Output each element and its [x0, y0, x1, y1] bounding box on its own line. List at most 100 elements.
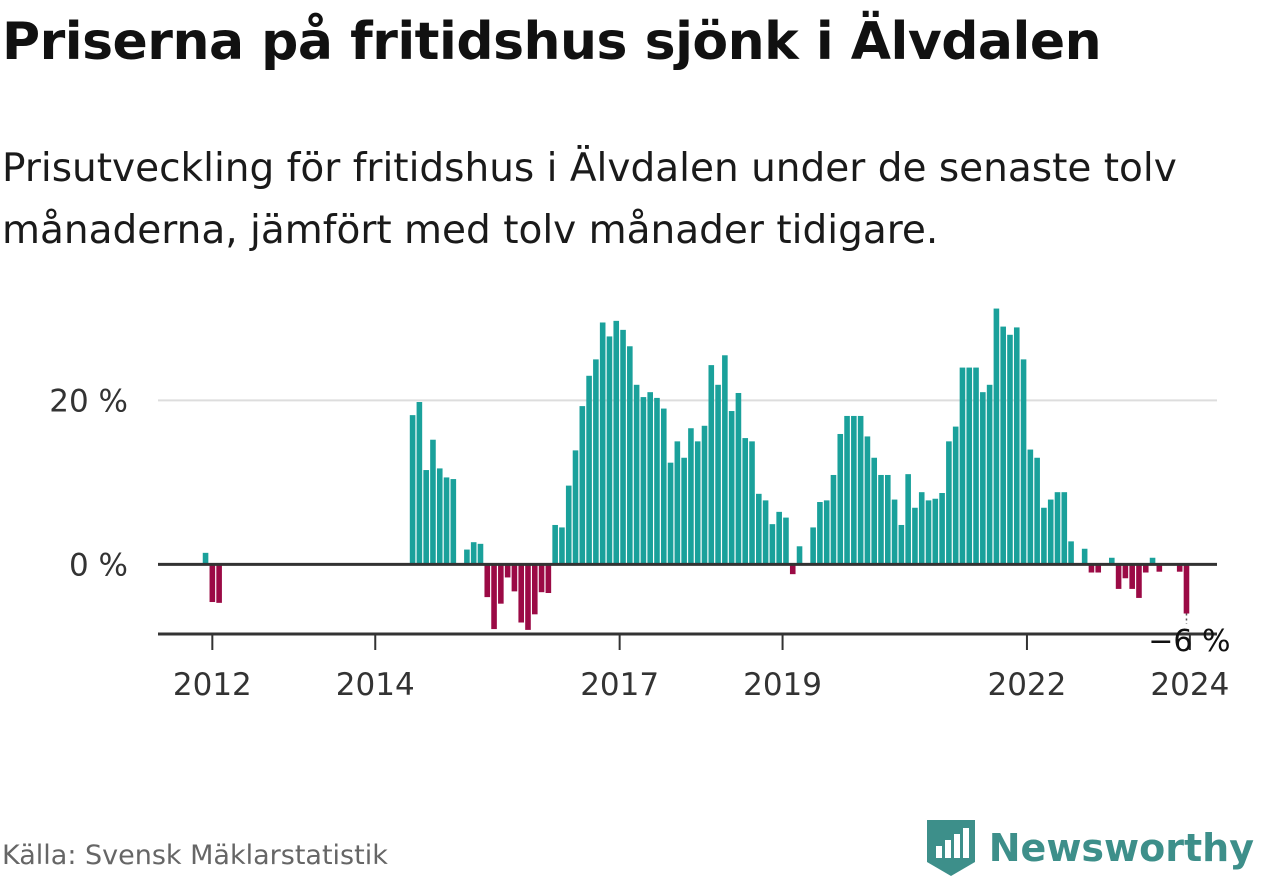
source-note: Källa: Svensk Mäklarstatistik	[2, 840, 388, 871]
latest-value-annotation: −6 %	[1148, 624, 1230, 659]
bar	[599, 322, 606, 565]
bar	[708, 365, 715, 565]
bar	[1054, 492, 1061, 565]
bar	[973, 367, 979, 565]
bar	[654, 397, 660, 565]
bar	[728, 411, 735, 565]
bar	[1020, 359, 1027, 565]
bar	[1047, 499, 1054, 565]
bar	[464, 549, 470, 565]
bar	[450, 479, 457, 565]
bar	[952, 426, 959, 565]
bar	[857, 415, 864, 565]
bar	[1061, 492, 1068, 565]
bar	[735, 392, 742, 565]
bar	[1027, 449, 1034, 565]
bar	[925, 500, 932, 565]
bar	[538, 564, 545, 593]
bar	[823, 500, 830, 565]
bar	[878, 474, 884, 565]
bar	[416, 402, 423, 565]
bar	[993, 308, 1000, 565]
x-tick-label: 2024	[1150, 667, 1229, 703]
bar	[891, 499, 898, 565]
bar	[1041, 507, 1047, 565]
x-tick-label: 2019	[743, 667, 822, 703]
x-tick-label: 2014	[336, 667, 415, 703]
bar	[674, 441, 681, 565]
bar	[681, 457, 687, 565]
bar	[491, 564, 497, 630]
bar	[1109, 557, 1115, 565]
bar	[209, 564, 216, 603]
bar	[776, 511, 782, 565]
bar	[620, 329, 626, 565]
bar	[423, 470, 429, 565]
bar	[810, 527, 816, 565]
bar	[966, 367, 973, 565]
bar	[1013, 327, 1020, 565]
bar	[918, 492, 925, 565]
bar	[1081, 548, 1088, 565]
bar	[756, 493, 762, 565]
bar	[606, 336, 613, 565]
axes	[158, 562, 1217, 650]
x-tick-label: 2022	[987, 667, 1066, 703]
bar	[769, 524, 776, 565]
bar	[905, 474, 911, 565]
brand-name: Newsworthy	[988, 826, 1254, 870]
x-tick-label: 2012	[173, 667, 252, 703]
bar	[1000, 326, 1006, 565]
bar	[1149, 557, 1156, 565]
bar	[559, 527, 565, 565]
bar	[627, 346, 633, 565]
bar	[430, 439, 436, 565]
chart-title: Priserna på fritidshus sjönk i Älvdalen	[2, 12, 1102, 72]
bar	[912, 507, 918, 565]
bar	[749, 441, 755, 565]
bar	[216, 564, 222, 603]
bar	[660, 408, 667, 565]
bar	[688, 428, 694, 565]
bar	[667, 462, 674, 565]
bar	[837, 433, 844, 565]
y-tick-label: 0 %	[69, 547, 128, 583]
bar	[830, 474, 837, 565]
x-tick-label: 2017	[580, 667, 659, 703]
bar	[946, 441, 952, 565]
bar	[851, 415, 857, 565]
bar	[701, 425, 708, 565]
bar	[633, 384, 640, 565]
bar	[1176, 564, 1183, 572]
bar	[647, 392, 653, 565]
bar	[1095, 564, 1102, 573]
bar	[789, 564, 796, 575]
bar	[1142, 564, 1149, 573]
bar	[613, 320, 620, 565]
bar	[498, 564, 504, 604]
bar	[1034, 457, 1040, 565]
bar	[518, 564, 525, 623]
bar	[986, 384, 993, 565]
bar	[545, 564, 552, 594]
bar	[586, 375, 592, 565]
bar	[1088, 564, 1095, 573]
bar	[572, 450, 579, 565]
bar	[959, 367, 966, 565]
bar	[796, 546, 803, 565]
bar	[443, 477, 450, 565]
bar	[531, 564, 538, 615]
bar	[1007, 334, 1013, 565]
bar	[552, 524, 558, 565]
bar	[640, 397, 647, 565]
brand-logo: Newsworthy	[925, 818, 1254, 878]
bar	[864, 436, 871, 565]
axis-labels: 0 % 20 % 2012 2014 2017 2019 2022 2024 −6 %	[49, 383, 1230, 703]
newsworthy-logo-icon	[926, 820, 975, 876]
bar	[1183, 564, 1190, 614]
bar	[1129, 564, 1135, 589]
bar	[565, 485, 572, 565]
bar	[722, 355, 728, 565]
bar	[885, 474, 891, 565]
